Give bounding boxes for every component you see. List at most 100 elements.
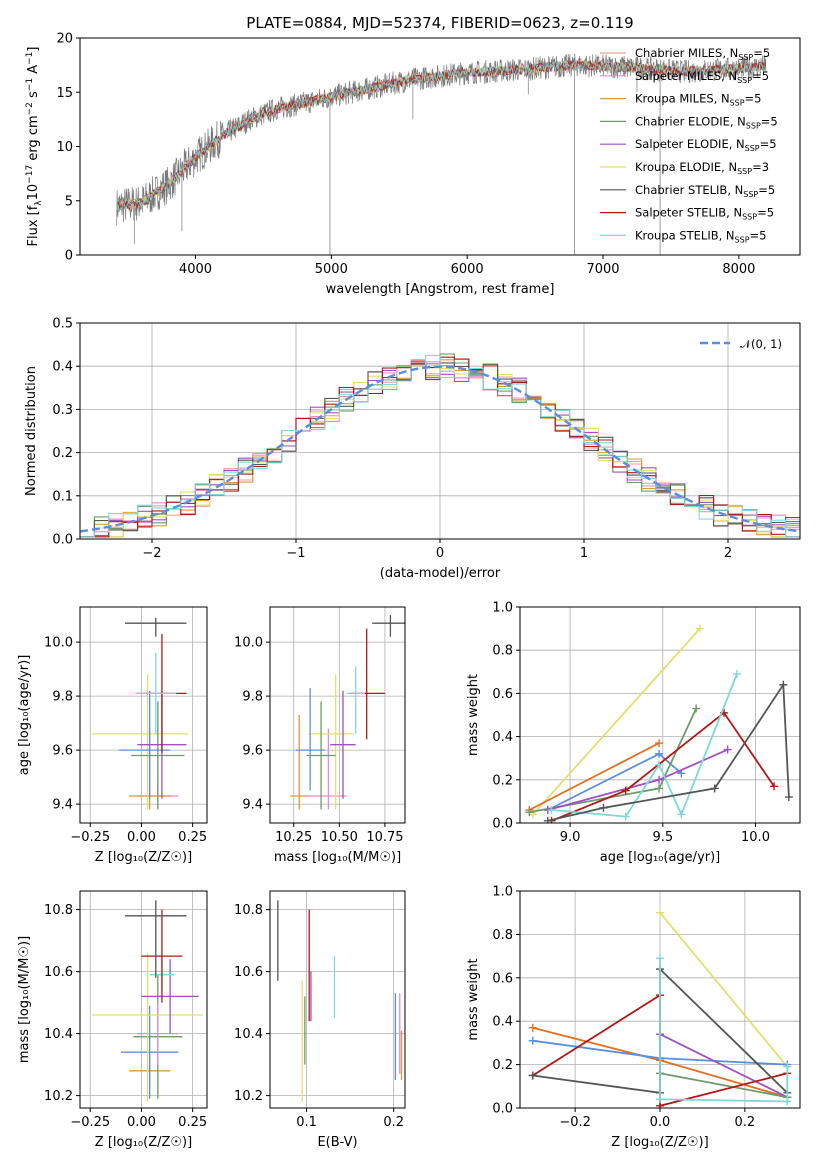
legend-label-sub: SSP	[735, 235, 750, 244]
y-tick-label: 10.6	[234, 965, 263, 980]
legend-label-tail: =5	[760, 137, 777, 151]
y-tick-label: 0.2	[492, 1058, 513, 1073]
spectrum-model-line	[116, 60, 766, 212]
legend-label-sub: SSP	[738, 53, 753, 62]
x-tick-label: 0.25	[178, 830, 207, 845]
y-axis-label-part: λ	[34, 200, 44, 206]
x-axis-label: E(B-V)	[317, 1135, 357, 1150]
legend-label-tail: =5	[758, 183, 775, 197]
panel-age_vs_mass: 10.25 10.50 10.75 9.4 9.6 9.8 10.0 mass [log₁₀(…	[234, 606, 406, 865]
axes-frame	[79, 890, 208, 1109]
weight-series-marker	[692, 704, 701, 713]
legend-label-text: Kroupa ELODIE, N	[635, 160, 737, 174]
weight-series-marker	[528, 1036, 537, 1045]
y-axis-label: mass [log₁₀(M/M☉)]	[17, 936, 32, 1063]
x-tick-label: 0.00	[127, 1115, 156, 1130]
weight-series-marker	[621, 786, 630, 795]
weight-series-marker	[710, 784, 719, 793]
legend-label: 𝒩(0, 1)	[740, 337, 782, 351]
weight-series-marker	[656, 908, 664, 917]
y-tick-label: 5	[65, 194, 73, 209]
legend-label: Chabrier STELIB, NSSP=5	[635, 183, 775, 199]
errorbar-point	[306, 701, 336, 810]
weight-series-marker	[655, 760, 664, 769]
y-tick-label: 20	[56, 32, 73, 47]
legend-label-text: Salpeter MILES, N	[635, 69, 737, 83]
errorbar-point	[131, 701, 185, 810]
x-tick-label: 9.5	[652, 830, 673, 845]
x-tick-label: −0.25	[70, 830, 110, 845]
weight-series-marker	[525, 808, 534, 817]
weight-series-line	[659, 1072, 788, 1099]
weight-series-line	[551, 711, 775, 822]
panel-mass_vs_ebv: 0.1 0.2 10.2 10.4 10.6 10.8 E(B-V)	[234, 890, 406, 1150]
plot-area	[80, 353, 800, 538]
panel-spectrum: 4000 5000 6000 7000 8000 0 5 10 15 20 wavelength […	[25, 32, 801, 297]
weight-series-marker	[655, 775, 664, 784]
legend-label-tail: =5	[761, 114, 778, 128]
weight-series-marker	[655, 749, 664, 758]
legend-label-sub: SSP	[746, 121, 761, 130]
legend-label-text: Kroupa STELIB, N	[635, 228, 735, 242]
x-tick-label: 0.2	[735, 1115, 756, 1130]
y-axis-label-part: −2	[25, 102, 35, 115]
x-axis-label: mass [log₁₀(M/M☉)]	[274, 850, 401, 865]
legend-label-tail: =5	[745, 92, 762, 106]
y-tick-label: 0.4	[492, 730, 513, 745]
errorbar-point	[308, 674, 354, 810]
weight-series-marker	[779, 680, 788, 689]
y-tick-label: 0.4	[52, 360, 73, 375]
weight-series-marker	[655, 739, 664, 748]
y-tick-label: 0.1	[52, 489, 73, 504]
y-tick-label: 0.0	[52, 533, 73, 548]
legend-label: Kroupa ELODIE, NSSP=3	[635, 160, 769, 176]
y-tick-label: 15	[56, 86, 73, 101]
legend-label-sub: SSP	[730, 99, 745, 108]
x-axis-label: Z [log₁₀(Z/Z☉)]	[611, 1135, 708, 1150]
weight-series-line	[659, 1033, 788, 1099]
x-tick-label: 4000	[179, 262, 212, 277]
plot-area	[277, 900, 403, 1102]
histogram-series	[80, 355, 800, 538]
y-axis-label: Flux [fλ10−17 erg cm−2 s−1 A−1]	[25, 47, 44, 247]
legend-label-tail: =3	[752, 160, 769, 174]
x-tick-label: 0.1	[296, 1115, 317, 1130]
x-tick-label: −2	[142, 546, 161, 561]
errorbar-point	[290, 715, 309, 810]
legend-label: Kroupa STELIB, NSSP=5	[635, 228, 766, 244]
x-tick-label: 1	[580, 546, 588, 561]
legend-label: Salpeter STELIB, NSSP=5	[635, 206, 774, 222]
legend-label-tail: =5	[750, 228, 767, 242]
errorbar-point	[141, 909, 183, 1003]
weight-series-marker	[656, 954, 664, 963]
y-tick-label: 9.8	[52, 690, 73, 705]
weight-series-line	[528, 742, 660, 811]
errorbar-point	[295, 688, 325, 791]
y-axis-label-part: Flux [f	[26, 205, 41, 246]
weight-series-marker	[783, 1097, 792, 1106]
y-tick-label: 0.8	[492, 928, 513, 943]
y-axis-label-part: erg cm	[26, 115, 41, 164]
y-tick-label: 9.8	[242, 690, 263, 705]
x-tick-label: 7000	[586, 262, 619, 277]
y-tick-label: 1.0	[492, 601, 513, 616]
x-axis-label: Z [log₁₀(Z/Z☉)]	[95, 850, 192, 865]
errorbar-point	[125, 617, 187, 637]
y-axis-label-part: A	[26, 65, 41, 78]
weight-series-marker	[732, 669, 741, 678]
y-tick-label: 9.4	[242, 798, 263, 813]
normal-reference-curve	[80, 365, 798, 533]
y-axis-label: Normed distribution	[24, 366, 39, 496]
legend-label-sub: SSP	[737, 167, 752, 176]
y-tick-label: 9.6	[52, 744, 73, 759]
y-axis-label-part: −17	[25, 165, 35, 184]
axes-frame	[519, 606, 801, 824]
x-tick-label: 10.50	[321, 830, 358, 845]
errorbar-point	[137, 1002, 179, 1065]
legend-label-text: Chabrier MILES, N	[635, 46, 738, 60]
legend-label-sub: SSP	[742, 213, 757, 222]
weight-series-marker	[528, 1071, 537, 1080]
errorbar-point	[306, 728, 347, 810]
